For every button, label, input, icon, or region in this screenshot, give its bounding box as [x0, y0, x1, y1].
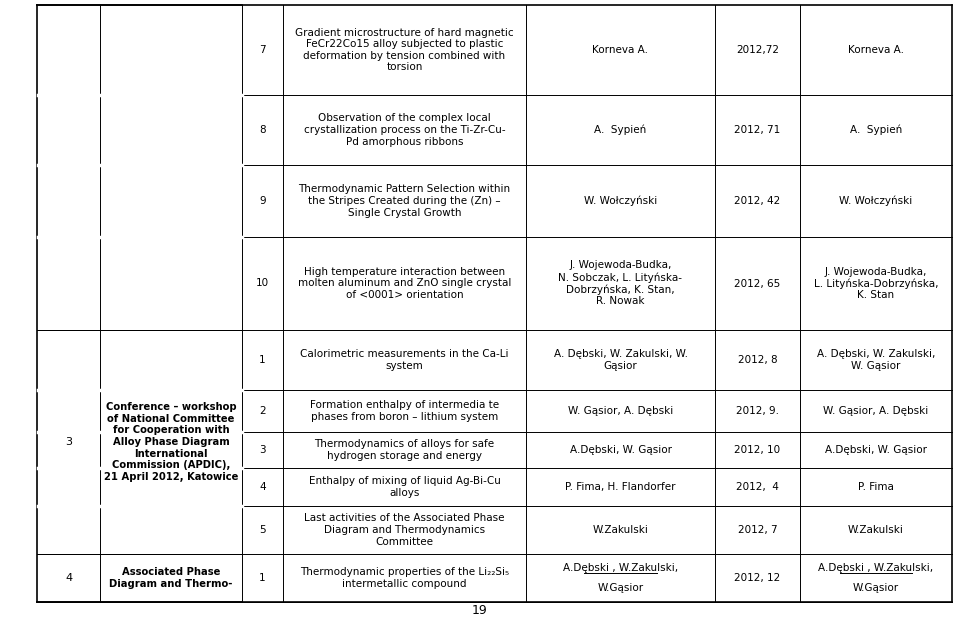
- Text: 2012, 8: 2012, 8: [737, 355, 778, 365]
- Text: W.Zakulski: W.Zakulski: [593, 525, 648, 535]
- Text: 10: 10: [256, 278, 269, 288]
- Text: Observation of the complex local
crystallization process on the Ti-Zr-Cu-
Pd amo: Observation of the complex local crystal…: [304, 114, 505, 146]
- Text: 1: 1: [259, 573, 266, 583]
- Text: 3: 3: [65, 437, 72, 447]
- Text: A.Dębski, W. Gąsior: A.Dębski, W. Gąsior: [570, 445, 671, 455]
- Text: 2012, 42: 2012, 42: [735, 196, 781, 206]
- Text: 2: 2: [259, 406, 266, 416]
- Text: Thermodynamics of alloys for safe
hydrogen storage and energy: Thermodynamics of alloys for safe hydrog…: [315, 439, 495, 461]
- Text: 7: 7: [259, 45, 266, 55]
- Text: 9: 9: [259, 196, 266, 206]
- Text: W. Gąsior, A. Dębski: W. Gąsior, A. Dębski: [568, 406, 673, 416]
- Text: W. Wołczyński: W. Wołczyński: [584, 196, 657, 206]
- Text: Korneva A.: Korneva A.: [848, 45, 904, 55]
- Text: Gradient microstructure of hard magnetic
FeCr22Co15 alloy subjected to plastic
d: Gradient microstructure of hard magnetic…: [295, 28, 514, 72]
- Text: Formation enthalpy of intermedia te
phases from boron – lithium system: Formation enthalpy of intermedia te phas…: [310, 400, 499, 422]
- Text: J. Wojewoda-Budka,
L. Lityńska-Dobrzyńska,
K. Stan: J. Wojewoda-Budka, L. Lityńska-Dobrzyńsk…: [814, 267, 938, 300]
- Text: 5: 5: [259, 525, 266, 535]
- Text: Calorimetric measurements in the Ca-Li
system: Calorimetric measurements in the Ca-Li s…: [300, 349, 509, 371]
- Text: A.  Sypień: A. Sypień: [850, 125, 902, 135]
- Text: 2012, 7: 2012, 7: [737, 525, 778, 535]
- Text: W.Gąsior: W.Gąsior: [853, 583, 900, 593]
- Text: J. Wojewoda-Budka,
N. Sobczak, L. Lityńska-
Dobrzyńska, K. Stan,
R. Nowak: J. Wojewoda-Budka, N. Sobczak, L. Lityńs…: [558, 261, 683, 306]
- Text: W.Gąsior: W.Gąsior: [597, 583, 643, 593]
- Text: 19: 19: [472, 604, 487, 617]
- Text: A. Dębski, W. Zakulski, W.
Gąsior: A. Dębski, W. Zakulski, W. Gąsior: [553, 349, 688, 371]
- Text: 1: 1: [259, 355, 266, 365]
- Text: Thermodynamic Pattern Selection within
the Stripes Created during the (Zn) –
Sin: Thermodynamic Pattern Selection within t…: [298, 185, 510, 217]
- Text: 2012,72: 2012,72: [736, 45, 779, 55]
- Text: Thermodynamic properties of the Li₂₂Si₅
intermetallic compound: Thermodynamic properties of the Li₂₂Si₅ …: [300, 567, 509, 589]
- Text: A.Dębski, W. Gąsior: A.Dębski, W. Gąsior: [825, 445, 927, 455]
- Text: A.Dębski , W.Zakulski,: A.Dębski , W.Zakulski,: [818, 563, 933, 573]
- Text: Conference – workshop
of National Committee
for Cooperation with
Alloy Phase Dia: Conference – workshop of National Commit…: [104, 402, 238, 482]
- Text: 2012, 71: 2012, 71: [735, 125, 781, 135]
- Text: A.  Sypień: A. Sypień: [595, 125, 646, 135]
- Text: 4: 4: [65, 573, 72, 583]
- Text: P. Fima: P. Fima: [858, 482, 894, 492]
- Text: 4: 4: [259, 482, 266, 492]
- Text: Last activities of the Associated Phase
Diagram and Thermodynamics
Committee: Last activities of the Associated Phase …: [304, 514, 504, 546]
- Text: 2012, 12: 2012, 12: [735, 573, 781, 583]
- Text: A. Dębski, W. Zakulski,
W. Gąsior: A. Dębski, W. Zakulski, W. Gąsior: [817, 349, 935, 371]
- Text: A.Dębski , W.Zakulski,: A.Dębski , W.Zakulski,: [563, 563, 678, 573]
- Text: Korneva A.: Korneva A.: [593, 45, 648, 55]
- Text: W. Gąsior, A. Dębski: W. Gąsior, A. Dębski: [824, 406, 928, 416]
- Text: 2012,  4: 2012, 4: [737, 482, 779, 492]
- Text: 2012, 9.: 2012, 9.: [736, 406, 779, 416]
- Text: 2012, 65: 2012, 65: [735, 278, 781, 288]
- Text: P. Fima, H. Flandorfer: P. Fima, H. Flandorfer: [565, 482, 676, 492]
- Text: 2012, 10: 2012, 10: [735, 445, 781, 455]
- Text: W. Wołczyński: W. Wołczyński: [839, 196, 913, 206]
- Text: W.Zakulski: W.Zakulski: [848, 525, 904, 535]
- Text: 3: 3: [259, 445, 266, 455]
- Text: Associated Phase
Diagram and Thermo-: Associated Phase Diagram and Thermo-: [109, 567, 233, 589]
- Text: Enthalpy of mixing of liquid Ag-Bi-Cu
alloys: Enthalpy of mixing of liquid Ag-Bi-Cu al…: [309, 476, 501, 498]
- Text: 8: 8: [259, 125, 266, 135]
- Text: High temperature interaction between
molten aluminum and ZnO single crystal
of <: High temperature interaction between mol…: [298, 267, 511, 300]
